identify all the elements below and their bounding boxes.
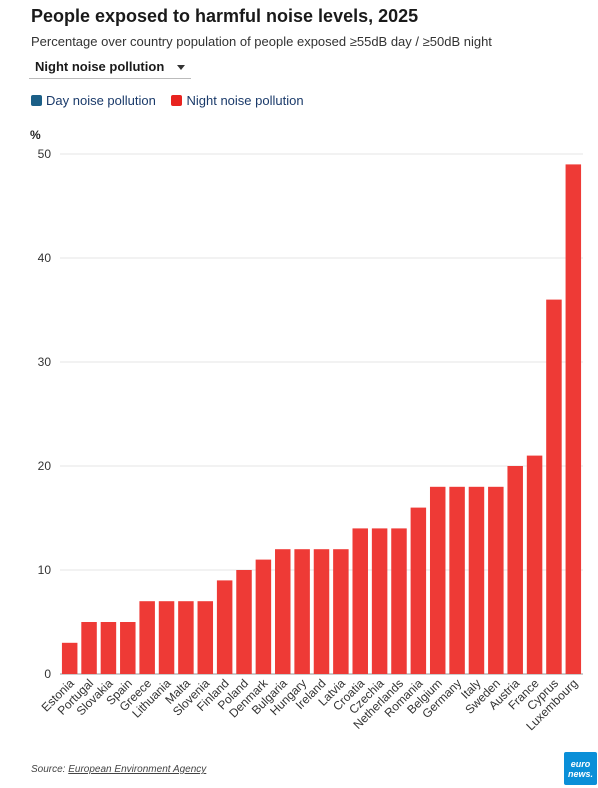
source-link[interactable]: European Environment Agency	[68, 764, 207, 775]
y-axis-label: %	[30, 128, 41, 142]
logo-line-2: news.	[567, 768, 593, 779]
bar-croatia	[352, 528, 368, 674]
legend: Day noise pollution Night noise pollutio…	[31, 93, 316, 109]
bar-belgium	[429, 486, 446, 674]
bar-slovenia	[197, 601, 214, 674]
bar-netherlands	[391, 528, 407, 674]
bar-greece	[139, 601, 155, 674]
bar-portugal	[81, 622, 97, 674]
bar-latvia	[333, 549, 349, 674]
y-tick-label-50: 50	[38, 147, 52, 161]
legend-label-day: Day noise pollution	[46, 93, 156, 108]
y-tick-label-30: 30	[38, 355, 52, 369]
bar-lithuania	[158, 601, 175, 674]
chart-title: People exposed to harmful noise levels, …	[31, 6, 419, 26]
legend-label-night: Night noise pollution	[186, 93, 304, 108]
bar-poland	[236, 570, 252, 674]
bar-italy	[468, 486, 485, 674]
bar-spain	[120, 622, 136, 674]
bar-germany	[449, 486, 465, 674]
bar-chart: %01020304050EstoniaPortugalSlovakiaSpain…	[30, 128, 583, 733]
legend-swatch-night	[171, 95, 183, 106]
source-note: Source: European Environment Agency	[31, 764, 206, 775]
bar-sweden	[488, 486, 504, 674]
bar-france	[526, 455, 543, 674]
bar-finland	[216, 580, 233, 674]
noise-type-dropdown[interactable]: Night noise pollution	[29, 54, 191, 79]
bar-czechia	[371, 528, 388, 674]
bar-cyprus	[546, 299, 562, 674]
dropdown-selected-label: Night noise pollution	[35, 59, 165, 74]
bar-hungary	[294, 549, 310, 674]
chevron-down-icon	[177, 65, 185, 70]
y-tick-label-10: 10	[38, 563, 52, 577]
legend-item-day[interactable]: Day noise pollution	[31, 93, 156, 108]
y-tick-label-20: 20	[38, 459, 52, 473]
bar-estonia	[61, 642, 78, 674]
bar-romania	[410, 507, 427, 674]
logo-line-1: euro	[570, 758, 591, 769]
euronews-logo: euro news.	[564, 752, 597, 785]
y-tick-label-40: 40	[38, 251, 52, 265]
chart-subtitle: Percentage over country population of pe…	[31, 34, 492, 49]
bar-slovakia	[100, 622, 117, 674]
legend-swatch-day	[31, 95, 42, 106]
bar-denmark	[255, 559, 272, 674]
y-tick-label-0: 0	[44, 667, 51, 681]
bar-malta	[178, 601, 194, 674]
bar-ireland	[313, 549, 330, 674]
source-prefix: Source:	[31, 764, 69, 775]
legend-item-night[interactable]: Night noise pollution	[171, 93, 304, 108]
bar-luxembourg	[565, 164, 582, 674]
bar-bulgaria	[275, 549, 291, 674]
bar-austria	[507, 466, 523, 674]
